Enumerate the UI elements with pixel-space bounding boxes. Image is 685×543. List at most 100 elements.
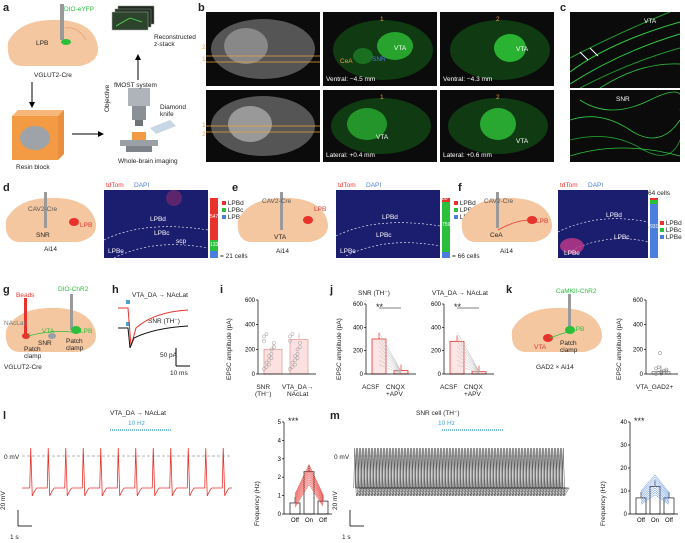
panel-b-cea-1: CeA	[340, 58, 353, 65]
panel-a-knife: Diamond knife	[160, 104, 187, 118]
paired-line	[294, 466, 324, 497]
panel-e-lpbc: LPBc	[376, 232, 392, 239]
y-tick-label: 400	[245, 323, 256, 329]
panel-a-fmost: fMOST system	[114, 82, 157, 89]
panel-h-scale-x: 10 ms	[170, 370, 188, 377]
data-point	[272, 345, 276, 350]
panel-j-sig1: **	[376, 302, 384, 312]
panel-g-mouse: VGLUT2-Cre	[4, 364, 42, 371]
panel-l-sig: ***	[288, 416, 299, 426]
panel-a-construct: DIO-eYFP	[64, 6, 94, 13]
data-point	[269, 351, 274, 356]
panel-e-stacked-bar	[442, 198, 450, 258]
panel-l-zero: 0 mV	[4, 454, 20, 461]
paired-line	[640, 494, 670, 505]
y-tick-label: 200	[353, 349, 364, 355]
y-tick-label: 200	[633, 347, 644, 353]
x-tick-label: Off	[665, 518, 673, 524]
panel-f-lpb: LPB	[536, 218, 549, 225]
panel-j-title1: SNR (TH⁻)	[358, 290, 390, 297]
panel-k-ylabel: EPSC amplitude (pA)	[616, 318, 623, 380]
panel-j-x1a: ACSF	[362, 384, 380, 391]
panel-l-title: VTA_DA → NAcLat	[110, 410, 166, 417]
panel-f-lpbe: LPBe	[564, 250, 580, 257]
panel-k-chart: 0 200 400 600	[633, 298, 678, 378]
paired-line	[294, 463, 324, 495]
data-point	[664, 369, 669, 374]
panel-d-count-main: 547	[210, 214, 219, 220]
panel-f-label: f	[458, 182, 462, 194]
panel-b-section4-num: 2	[496, 94, 500, 101]
panel-g-patch2: Patch clamp	[66, 338, 84, 352]
panel-b-snr-1: SNR	[372, 56, 386, 63]
panel-c-snr-text: SNR	[616, 96, 630, 103]
x-tick-label: Off	[291, 518, 299, 524]
x-tick-label: Off	[319, 518, 327, 524]
paired-line	[294, 470, 324, 499]
data-point	[293, 354, 297, 358]
panel-l-ylabel: Frequency (Hz)	[254, 481, 261, 526]
bar	[289, 339, 309, 375]
y-tick-label: 600	[431, 302, 442, 308]
panel-e-vta: VTA	[274, 234, 287, 241]
paired-line	[456, 355, 480, 373]
paired-line	[640, 483, 670, 499]
panel-j-chart-2: 0 200 400 600	[431, 302, 494, 378]
panel-i-label: i	[220, 284, 224, 296]
panel-a-resin: Resin block	[16, 164, 50, 171]
voltage-trace	[353, 447, 570, 497]
data-point	[267, 354, 271, 358]
panel-a-zstack: Reconstructed z-stack	[154, 34, 196, 48]
panel-f-stacked-bar	[650, 198, 658, 258]
panel-m-title: SNR cell (TH⁻)	[416, 410, 460, 417]
panel-m-ylabel: Frequency (Hz)	[600, 481, 607, 526]
panel-j-title2: VTA_DA → NAcLat	[432, 290, 488, 297]
x-tick-label: Off	[637, 518, 645, 524]
data-point	[290, 332, 295, 337]
panel-f-count-main: 931	[650, 224, 659, 230]
legend-item: LPBd	[222, 200, 244, 207]
panel-e-lpb: LPB	[314, 206, 327, 213]
panel-e-count-main: 759	[442, 222, 451, 228]
panel-l-scale-x: 1 s	[10, 534, 19, 541]
panel-h-scale-y: 50 pA	[160, 352, 177, 359]
data-point	[656, 365, 661, 370]
panel-d-dapi: DAPI	[134, 182, 150, 189]
legend-item: LPBc	[660, 227, 682, 234]
data-point	[269, 347, 274, 352]
paired-line	[456, 331, 480, 372]
paired-line	[640, 476, 670, 495]
panel-a-label: a	[3, 2, 10, 14]
panel-b-whole-brain-1	[206, 12, 320, 86]
panel-l-label: l	[3, 410, 7, 422]
paired-line	[378, 341, 402, 372]
panel-f-lpbd: LPBd	[606, 212, 622, 219]
panel-b-line2-label-2: 2	[202, 131, 206, 138]
y-tick-label: 200	[431, 349, 442, 355]
paired-line	[378, 364, 402, 374]
paired-line	[294, 483, 324, 508]
y-tick-label: 600	[633, 298, 644, 304]
panel-l-stim: 10 Hz	[128, 420, 145, 427]
panel-g-schematic	[5, 294, 97, 352]
bar	[289, 502, 301, 515]
y-tick-label: 200	[245, 347, 256, 353]
data-point	[262, 367, 266, 371]
panel-c-label: c	[560, 2, 567, 14]
data-point	[295, 347, 300, 352]
panel-f-lpbc: LPBc	[614, 234, 630, 241]
paired-line	[294, 468, 324, 498]
panel-f-schematic	[461, 192, 553, 242]
panel-h-trace2-label: SNR (TH⁻)	[148, 318, 180, 325]
panel-f-total: 64 cells	[648, 190, 671, 197]
panel-j-x2b: CNQX +APV	[464, 384, 483, 398]
y-tick-label: 0	[624, 512, 628, 518]
panel-g-snr: SNR	[38, 340, 52, 347]
paired-line	[456, 359, 480, 374]
panel-j-x2a: CNQX +APV	[386, 384, 405, 398]
paired-line	[378, 336, 402, 372]
panel-a-objective: Objective	[104, 84, 111, 112]
panel-b-line1-label-2: 1	[202, 122, 206, 129]
paired-line	[640, 481, 670, 497]
panel-g-nacl: NAcLat	[4, 320, 26, 327]
